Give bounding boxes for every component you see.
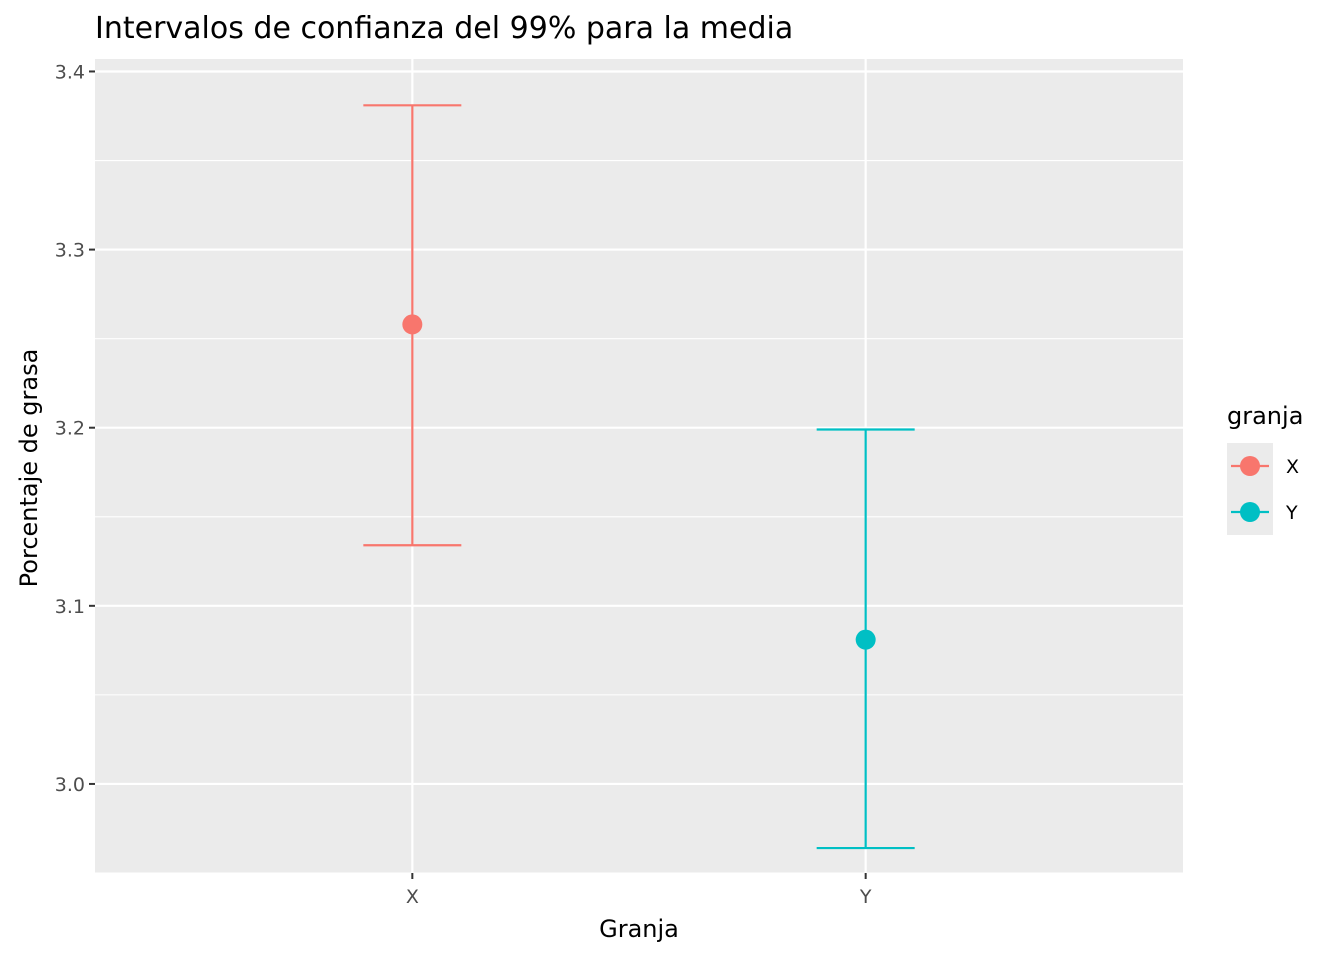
y-tick-label: 3.2 (55, 418, 85, 440)
y-axis: 3.0 3.1 3.2 3.3 3.4 (55, 61, 95, 796)
chart-title: Intervalos de confianza del 99% para la … (95, 11, 793, 46)
y-tick-label: 3.1 (55, 596, 85, 618)
plot-panel (95, 59, 1183, 873)
mean-point (402, 314, 423, 335)
x-tick-label: Y (859, 886, 872, 908)
legend-entry-Y: Y (1231, 502, 1298, 524)
error-bars (363, 104, 915, 850)
legend-key-point (1240, 456, 1260, 476)
legend: granja X Y (1227, 402, 1303, 535)
y-tick-label: 3.3 (55, 240, 85, 262)
x-axis-title: Granja (599, 915, 679, 943)
y-tick-label: 3.4 (55, 61, 85, 83)
y-axis-title: Porcentaje de grasa (15, 349, 43, 588)
y-tick-label: 3.0 (55, 774, 85, 796)
legend-label: Y (1285, 502, 1298, 524)
error-bar-Y (816, 428, 915, 850)
minor-gridlines (95, 159, 1183, 874)
mean-point (855, 629, 876, 650)
error-bar-X (363, 104, 462, 547)
x-tick-label: X (406, 886, 419, 908)
legend-entry-X: X (1231, 456, 1299, 478)
legend-label: X (1286, 456, 1299, 478)
legend-key-point (1240, 502, 1260, 522)
legend-title: granja (1227, 402, 1303, 430)
